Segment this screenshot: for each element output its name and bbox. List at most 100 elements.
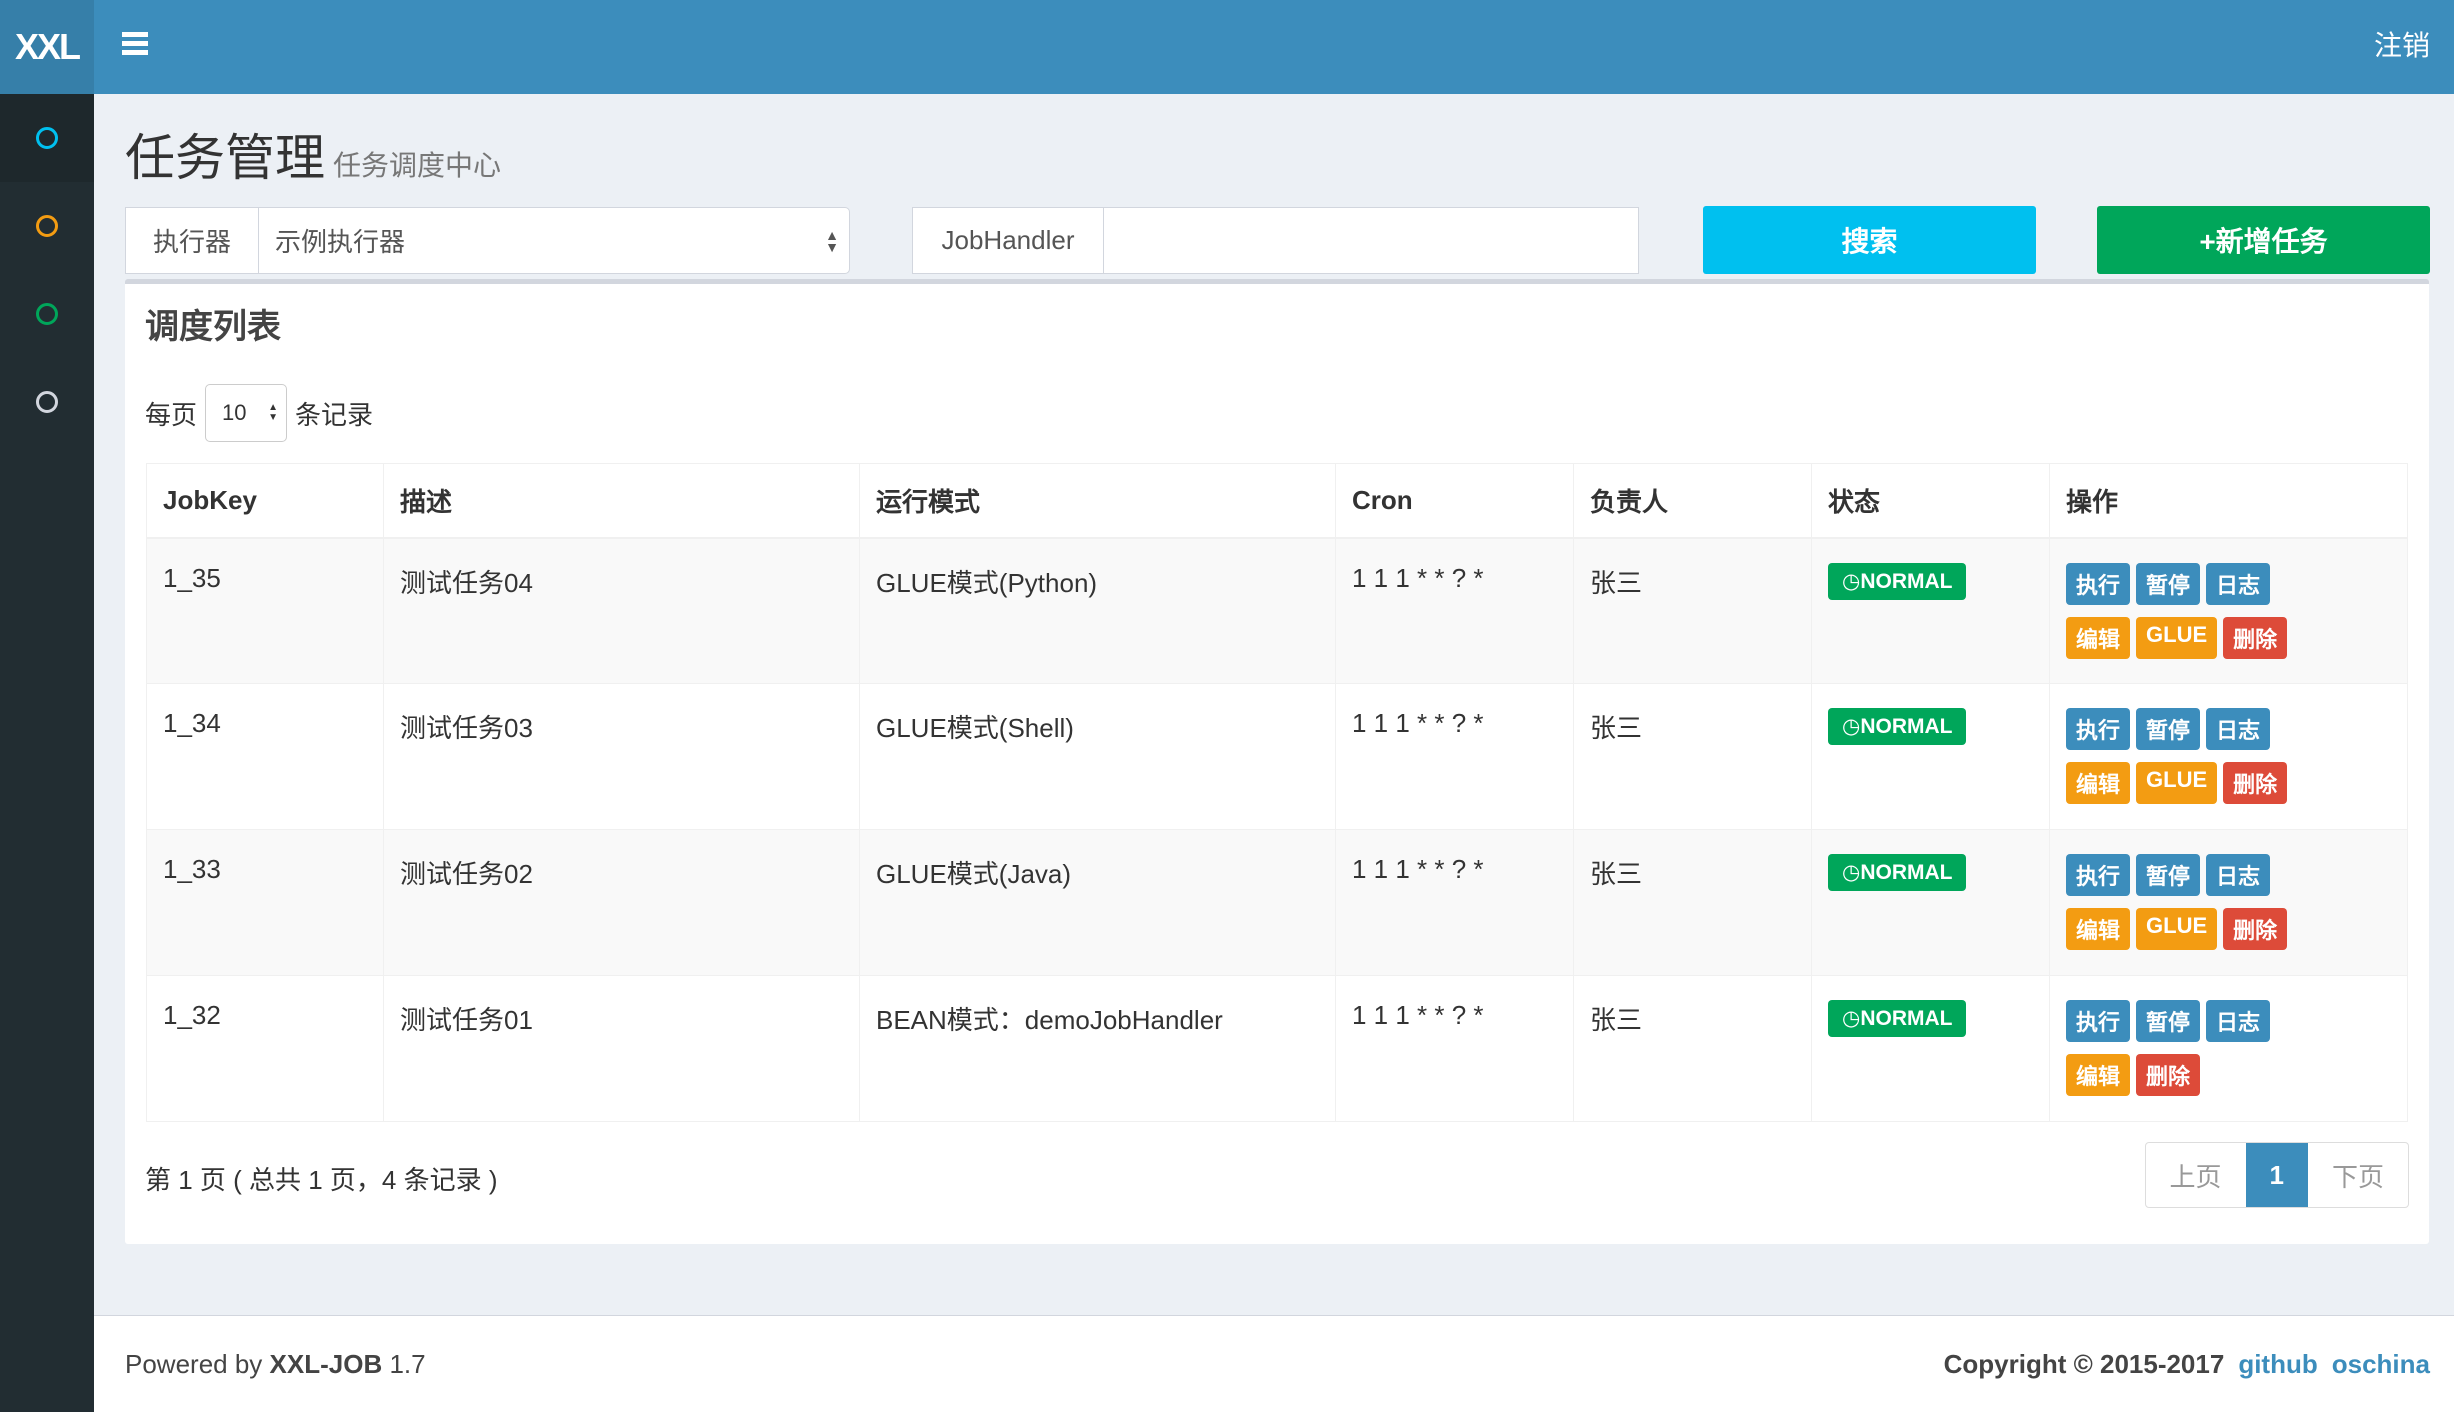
glue-button[interactable]: GLUE xyxy=(2136,762,2218,804)
column-header[interactable]: JobKey xyxy=(146,463,384,539)
cell-key: 1_34 xyxy=(146,683,384,830)
log-button[interactable]: 日志 xyxy=(2206,562,2271,605)
cell-ops: 执行 暂停 日志编辑 GLUE 删除 xyxy=(2049,537,2408,684)
cell-ops: 执行 暂停 日志编辑 删除 xyxy=(2049,975,2408,1122)
edit-button[interactable]: 编辑 xyxy=(2066,762,2131,804)
cell-cron: 1 1 1 * * ? * xyxy=(1335,537,1574,684)
sidebar-item-2[interactable] xyxy=(0,182,94,270)
prev-page-button[interactable]: 上页 xyxy=(2169,1161,2222,1192)
cell-mode: GLUE模式(Shell) xyxy=(859,683,1336,830)
circle-icon xyxy=(36,303,58,325)
top-header: XXL 注销 xyxy=(0,0,2454,94)
column-header[interactable]: 状态 xyxy=(1811,463,2050,539)
box-title: 调度列表 xyxy=(145,308,281,346)
delete-button[interactable]: 删除 xyxy=(2223,616,2288,659)
cell-status: ◷NORMAL xyxy=(1811,829,2050,976)
log-button[interactable]: 日志 xyxy=(2206,854,2271,896)
executor-select[interactable]: 示例执行器 ▲ ▼ xyxy=(258,207,850,274)
circle-icon xyxy=(36,391,58,413)
select-arrows-icon: ▲ ▼ xyxy=(268,402,279,423)
cell-desc: 测试任务02 xyxy=(383,829,860,976)
page-length-select[interactable]: 10 ▲ ▼ xyxy=(205,384,288,442)
pause-button[interactable]: 暂停 xyxy=(2136,708,2201,750)
table-row: 1_33 测试任务02 GLUE模式(Java) 1 1 1 * * ? * 张三 ◷NO… xyxy=(146,829,2408,976)
cell-status: ◷NORMAL xyxy=(1811,975,2050,1122)
sidebar xyxy=(0,94,94,1412)
status-badge: ◷NORMAL xyxy=(1828,1000,1967,1037)
github-link[interactable]: github xyxy=(2238,1348,2318,1379)
add-job-button[interactable]: +新增任务 xyxy=(2097,206,2430,274)
cell-key: 1_35 xyxy=(146,537,384,684)
cell-mode: BEAN模式：demoJobHandler xyxy=(859,975,1336,1122)
select-arrows-icon: ▲ ▼ xyxy=(825,226,839,255)
delete-button[interactable]: 删除 xyxy=(2223,908,2288,950)
cell-owner: 张三 xyxy=(1573,537,1812,684)
jobhandler-label: JobHandler xyxy=(912,207,1104,274)
column-header[interactable]: 操作 xyxy=(2049,463,2408,539)
job-table: JobKey 描述 运行模式 Cron 负责人 状态 操作 1_35 测试任务04 GLUE模式… xyxy=(146,463,2408,1122)
hamburger-menu-icon[interactable] xyxy=(122,32,148,55)
pause-button[interactable]: 暂停 xyxy=(2136,1000,2201,1042)
cell-cron: 1 1 1 * * ? * xyxy=(1335,975,1574,1122)
pagination-info: 第 1 页 ( 总共 1 页，4 条记录 ) xyxy=(145,1165,498,1195)
glue-button[interactable]: GLUE xyxy=(2136,616,2218,659)
log-button[interactable]: 日志 xyxy=(2206,708,2271,750)
log-button[interactable]: 日志 xyxy=(2206,1000,2271,1042)
cell-desc: 测试任务01 xyxy=(383,975,860,1122)
column-header[interactable]: 负责人 xyxy=(1573,463,1812,539)
jobhandler-input[interactable] xyxy=(1103,207,1639,274)
cell-owner: 张三 xyxy=(1573,683,1812,830)
cell-cron: 1 1 1 * * ? * xyxy=(1335,829,1574,976)
status-badge: ◷NORMAL xyxy=(1828,708,1967,745)
status-badge: ◷NORMAL xyxy=(1828,854,1967,891)
circle-icon xyxy=(36,127,58,149)
job-list-box: 调度列表 每页 10 ▲ ▼ 条记录 JobKey 描述 运行模式 Cron 负责人 状态 操作… xyxy=(125,279,2429,1244)
pause-button[interactable]: 暂停 xyxy=(2136,562,2201,605)
delete-button[interactable]: 删除 xyxy=(2136,1054,2201,1096)
cell-ops: 执行 暂停 日志编辑 GLUE 删除 xyxy=(2049,683,2408,830)
edit-button[interactable]: 编辑 xyxy=(2066,1054,2131,1096)
copyright: Copyright © 2015-2017 xyxy=(1943,1348,2225,1379)
logout-link[interactable]: 注销 xyxy=(2373,30,2430,61)
run-button[interactable]: 执行 xyxy=(2066,1000,2131,1042)
cell-cron: 1 1 1 * * ? * xyxy=(1335,683,1574,830)
cell-key: 1_32 xyxy=(146,975,384,1122)
column-header[interactable]: 描述 xyxy=(383,463,860,539)
page-title: 任务管理 任务调度中心 xyxy=(125,130,502,186)
page-1-button[interactable]: 1 xyxy=(2245,1143,2308,1207)
edit-button[interactable]: 编辑 xyxy=(2066,908,2131,950)
table-row: 1_35 测试任务04 GLUE模式(Python) 1 1 1 * * ? * 张三 ◷… xyxy=(146,537,2408,684)
cell-owner: 张三 xyxy=(1573,829,1812,976)
sidebar-item-3[interactable] xyxy=(0,270,94,358)
run-button[interactable]: 执行 xyxy=(2066,708,2131,750)
table-row: 1_34 测试任务03 GLUE模式(Shell) 1 1 1 * * ? * 张三 ◷N… xyxy=(146,683,2408,830)
run-button[interactable]: 执行 xyxy=(2066,562,2131,605)
logo[interactable]: XXL xyxy=(0,0,94,94)
cell-desc: 测试任务04 xyxy=(383,537,860,684)
powered-by: Powered by XXL-JOB 1.7 xyxy=(125,1348,426,1379)
clock-icon: ◷ xyxy=(1842,715,1861,738)
column-header[interactable]: 运行模式 xyxy=(859,463,1336,539)
delete-button[interactable]: 删除 xyxy=(2223,762,2288,804)
next-page-button[interactable]: 下页 xyxy=(2331,1161,2384,1192)
sidebar-item-1[interactable] xyxy=(0,94,94,182)
cell-mode: GLUE模式(Java) xyxy=(859,829,1336,976)
cell-owner: 张三 xyxy=(1573,975,1812,1122)
glue-button[interactable]: GLUE xyxy=(2136,908,2218,950)
sidebar-item-4[interactable] xyxy=(0,358,94,446)
run-button[interactable]: 执行 xyxy=(2066,854,2131,896)
cell-mode: GLUE模式(Python) xyxy=(859,537,1336,684)
pause-button[interactable]: 暂停 xyxy=(2136,854,2201,896)
table-row: 1_32 测试任务01 BEAN模式：demoJobHandler 1 1 1 * *… xyxy=(146,975,2408,1122)
search-button[interactable]: 搜索 xyxy=(1703,206,2036,274)
pagination: 上页 1 下页 xyxy=(2144,1142,2409,1208)
cell-status: ◷NORMAL xyxy=(1811,537,2050,684)
clock-icon: ◷ xyxy=(1842,569,1861,593)
clock-icon: ◷ xyxy=(1842,861,1861,884)
cell-status: ◷NORMAL xyxy=(1811,683,2050,830)
oschina-link[interactable]: oschina xyxy=(2331,1348,2430,1379)
edit-button[interactable]: 编辑 xyxy=(2066,616,2131,659)
clock-icon: ◷ xyxy=(1842,1007,1861,1030)
executor-label: 执行器 xyxy=(125,207,259,274)
column-header[interactable]: Cron xyxy=(1335,463,1574,539)
